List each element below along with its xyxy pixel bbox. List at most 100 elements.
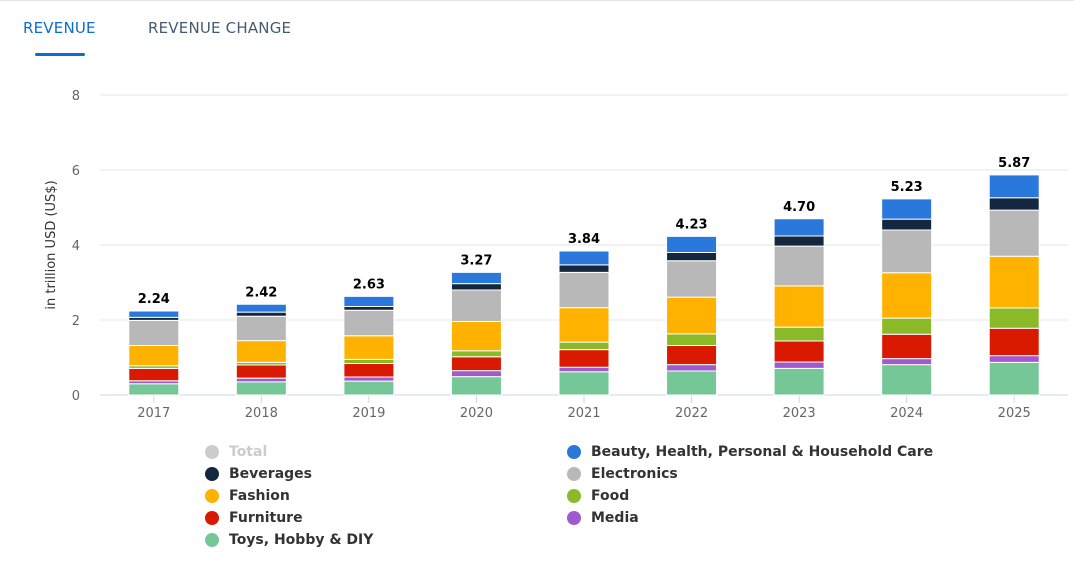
bar-segment-electronics <box>558 271 610 309</box>
bar-segment-beauty-health-personal-household-care <box>450 271 502 285</box>
bar-segment-furniture <box>666 345 718 366</box>
legend-item-fashion[interactable]: Fashion <box>205 488 290 504</box>
bar-segment-beauty-health-personal-household-care <box>881 198 933 220</box>
bar-segment-food <box>450 350 502 358</box>
bar-segment-food <box>988 307 1040 329</box>
bar-segment-beauty-health-personal-household-care <box>558 250 610 266</box>
legend-item-beverages[interactable]: Beverages <box>205 466 312 482</box>
x-tick-label: 2020 <box>460 406 493 421</box>
bar-segment-electronics <box>343 309 395 337</box>
legend-label: Food <box>591 488 630 504</box>
bar-segment-electronics <box>128 319 180 346</box>
x-tick-label: 2024 <box>890 406 923 421</box>
y-tick-label: 0 <box>72 389 80 404</box>
legend-marker-icon <box>205 467 219 481</box>
legend-marker-icon <box>205 533 219 547</box>
x-tick-label: 2018 <box>245 406 278 421</box>
bar-segment-furniture <box>343 363 395 378</box>
legend-item-food[interactable]: Food <box>567 488 629 504</box>
legend-label: Furniture <box>229 510 303 526</box>
bar-segment-fashion <box>128 345 180 367</box>
x-tick-label: 2017 <box>137 406 170 421</box>
bar-segment-toys-hobby-diy <box>343 380 395 396</box>
bar-segment-beverages <box>558 264 610 273</box>
bar-segment-beverages <box>773 235 825 247</box>
legend-label: Total <box>229 444 268 460</box>
legend-marker-icon <box>567 489 581 503</box>
bar-segment-furniture <box>235 364 287 379</box>
bar-segment-electronics <box>666 260 718 298</box>
bar-segment-toys-hobby-diy <box>666 370 718 396</box>
bar-segment-beverages <box>666 252 718 262</box>
x-tick-label: 2023 <box>783 406 816 421</box>
legend-item-electronics[interactable]: Electronics <box>567 466 678 482</box>
legend-item-media[interactable]: Media <box>567 510 639 526</box>
legend-item-toys-hobby-diy[interactable]: Toys, Hobby & DIY <box>205 532 373 548</box>
total-data-label: 4.23 <box>676 217 708 232</box>
x-tick-label: 2021 <box>567 406 600 421</box>
bar-segment-fashion <box>343 335 395 360</box>
bar-segment-food <box>666 333 718 346</box>
legend-item-beauty-health-personal-household-care[interactable]: Beauty, Health, Personal & Household Car… <box>567 444 933 460</box>
bar-segment-fashion <box>881 272 933 319</box>
legend-label: Fashion <box>229 488 290 504</box>
x-tick-label: 2025 <box>998 406 1031 421</box>
bar-segment-electronics <box>450 289 502 322</box>
total-data-label: 2.42 <box>245 285 277 300</box>
bar-segment-furniture <box>128 367 180 382</box>
bar-segment-electronics <box>773 245 825 287</box>
bar-segment-beauty-health-personal-household-care <box>128 310 180 318</box>
y-tick-label: 2 <box>72 314 80 329</box>
bar-segment-beauty-health-personal-household-care <box>988 174 1040 199</box>
bar-segment-media <box>343 376 395 382</box>
legend-label: Electronics <box>591 466 678 482</box>
top-divider <box>0 0 1074 1</box>
bar-segment-beverages <box>881 218 933 231</box>
bar-segment-toys-hobby-diy <box>235 381 287 396</box>
legend-marker-icon <box>205 511 219 525</box>
bar-segment-food <box>558 341 610 351</box>
bar-segment-beverages <box>343 306 395 311</box>
active-tab-indicator <box>35 53 85 56</box>
x-tick-label: 2019 <box>352 406 385 421</box>
legend-label: Beverages <box>229 466 312 482</box>
legend-marker-icon <box>205 489 219 503</box>
x-tick-label: 2022 <box>675 406 708 421</box>
bar-segment-toys-hobby-diy <box>450 376 502 396</box>
y-tick-label: 8 <box>72 89 80 104</box>
legend-marker-icon <box>567 511 581 525</box>
total-data-label: 3.27 <box>460 253 492 268</box>
total-data-label: 5.87 <box>998 156 1030 171</box>
legend-marker-icon <box>567 445 581 459</box>
legend-marker-icon <box>567 467 581 481</box>
bar-segment-fashion <box>450 321 502 352</box>
y-tick-label: 4 <box>72 239 80 254</box>
bar-segment-food <box>773 326 825 342</box>
bar-segment-toys-hobby-diy <box>988 361 1040 396</box>
bar-segment-beauty-health-personal-household-care <box>773 218 825 237</box>
legend-label: Beauty, Health, Personal & Household Car… <box>591 444 934 460</box>
legend-item-total[interactable]: Total <box>205 444 267 460</box>
bar-segment-toys-hobby-diy <box>558 371 610 396</box>
legend-label: Toys, Hobby & DIY <box>229 532 374 548</box>
bar-segment-fashion <box>558 307 610 343</box>
total-data-label: 3.84 <box>568 232 600 247</box>
bar-segment-fashion <box>235 340 287 363</box>
bar-segment-fashion <box>988 255 1040 309</box>
legend-marker-icon <box>205 445 219 459</box>
bar-segment-electronics <box>881 229 933 274</box>
tab-revenue[interactable]: REVENUE <box>23 19 96 37</box>
tab-revenue-change[interactable]: REVENUE CHANGE <box>148 19 292 37</box>
bar-segment-toys-hobby-diy <box>881 364 933 396</box>
stacked-bar-chart: 0 2 4 6 8 in trillion USD (US$) 2017 2.24 2018 2.… <box>44 89 1068 421</box>
bar-segment-media <box>235 377 287 383</box>
y-tick-label: 6 <box>72 164 80 179</box>
bar-segment-fashion <box>666 296 718 335</box>
bar-segment-furniture <box>450 356 502 372</box>
legend-item-furniture[interactable]: Furniture <box>205 510 303 526</box>
bar-segment-beauty-health-personal-household-care <box>343 295 395 307</box>
total-data-label: 2.24 <box>138 292 170 307</box>
bar-segment-beauty-health-personal-household-care <box>235 303 287 313</box>
bar-segment-electronics <box>988 209 1040 257</box>
bar-segment-food <box>343 358 395 364</box>
